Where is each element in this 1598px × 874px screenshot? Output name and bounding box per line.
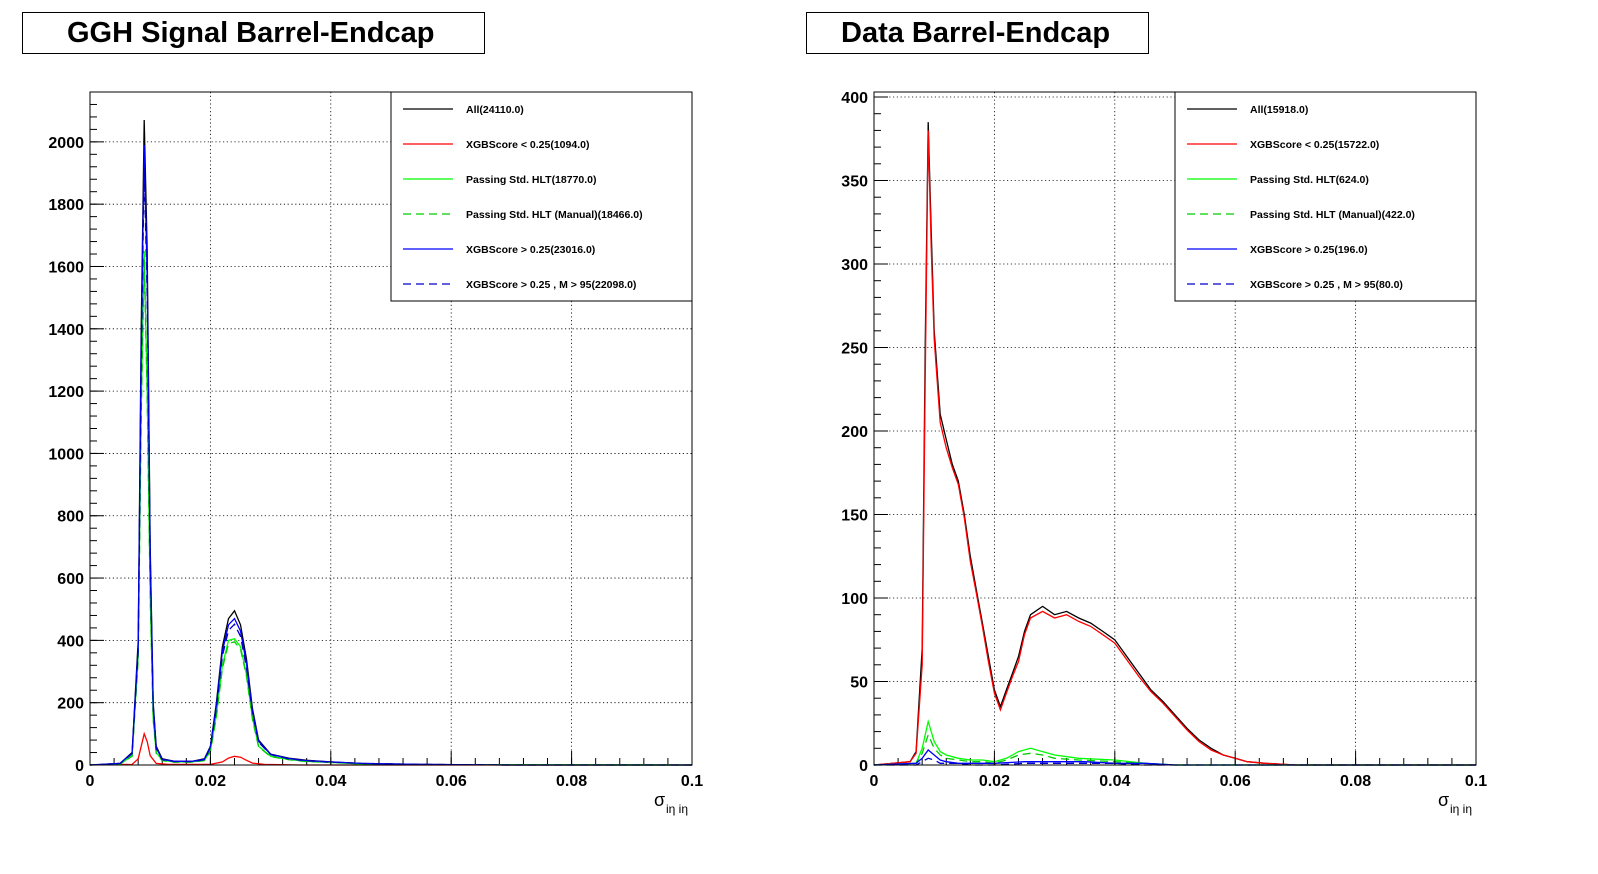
y-tick-label: 800: [57, 509, 84, 526]
y-tick-label: 1600: [48, 259, 84, 276]
series-line-4: [89, 144, 692, 766]
series-line-2: [873, 719, 1476, 766]
y-tick-label: 150: [841, 508, 868, 525]
x-tick-label: 0.06: [1220, 773, 1251, 790]
right-chart-panel: 0 50 100 150 200 250 300 350 400 0 0.02 0.04 0.06 0.0…: [841, 90, 1487, 816]
legend-entry: XGBScore < 0.25(1094.0): [466, 139, 589, 151]
legend-entry: All(15918.0): [1250, 104, 1308, 116]
y-tick-label: 50: [850, 675, 868, 692]
left-chart-title: GGH Signal Barrel-Endcap: [22, 12, 485, 54]
y-tick-label: 0: [75, 758, 84, 775]
legend-entry: Passing Std. HLT (Manual)(422.0): [1250, 209, 1415, 221]
y-tick-label: 1400: [48, 322, 84, 339]
x-tick-label: 0.02: [979, 773, 1010, 790]
x-axis-label: σ: [1438, 790, 1449, 810]
x-tick-label: 0.06: [436, 773, 467, 790]
series-line-2: [89, 250, 693, 766]
y-tick-label: 400: [841, 90, 868, 107]
x-tick-label: 0: [870, 773, 879, 790]
y-tick-label: 1200: [48, 384, 84, 401]
y-tick-label: 350: [841, 174, 868, 191]
y-tick-label: 1000: [48, 446, 84, 463]
y-tick-label: 100: [841, 591, 868, 608]
y-tick-label: 200: [57, 696, 84, 713]
y-tick-label: 400: [57, 633, 84, 650]
x-tick-label: 0: [86, 773, 95, 790]
legend-entry: XGBScore > 0.25(196.0): [1250, 244, 1368, 256]
legend-entry: XGBScore > 0.25 , M > 95(22098.0): [466, 279, 636, 291]
legend-entry: Passing Std. HLT(624.0): [1250, 174, 1369, 186]
x-axis-label-subscript: iη iη: [666, 802, 688, 816]
x-tick-label: 0.1: [681, 773, 703, 790]
series-line-3: [873, 733, 1476, 766]
right-chart-title: Data Barrel-Endcap: [806, 12, 1149, 54]
series-line-1: [873, 130, 1476, 766]
y-tick-label: 2000: [48, 135, 84, 152]
y-tick-label: 0: [859, 758, 868, 775]
y-tick-label: 600: [57, 571, 84, 588]
legend-entry: XGBScore > 0.25 , M > 95(80.0): [1250, 279, 1403, 291]
x-tick-label: 0.08: [1340, 773, 1371, 790]
x-tick-label: 0.1: [1465, 773, 1487, 790]
x-tick-label: 0.02: [195, 773, 226, 790]
legend-entry: XGBScore > 0.25(23016.0): [466, 244, 595, 256]
y-tick-label: 1800: [48, 197, 84, 214]
y-tick-label: 250: [841, 341, 868, 358]
series-line-3: [89, 260, 693, 766]
legend-entry: XGBScore < 0.25(15722.0): [1250, 139, 1379, 151]
legend-entry: All(24110.0): [466, 104, 524, 116]
legend-entry: Passing Std. HLT(18770.0): [466, 174, 597, 186]
y-tick-label: 300: [841, 257, 868, 274]
y-tick-label: 200: [841, 424, 868, 441]
left-chart-panel: 0 200 400 600 800 1000 1200 1400 1600 1800 2000 0 0.…: [48, 91, 703, 816]
x-axis-label-subscript: iη iη: [1450, 802, 1472, 816]
x-tick-label: 0.04: [1099, 773, 1130, 790]
legend-entry: Passing Std. HLT (Manual)(18466.0): [466, 209, 643, 221]
legend-box: [390, 91, 693, 302]
x-axis-label: σ: [654, 790, 665, 810]
legend-box: [1174, 91, 1477, 302]
x-tick-label: 0.08: [556, 773, 587, 790]
series-line-5: [874, 757, 1476, 766]
series-line-4: [873, 749, 1476, 766]
series-line-1: [89, 731, 692, 766]
x-tick-label: 0.04: [315, 773, 346, 790]
